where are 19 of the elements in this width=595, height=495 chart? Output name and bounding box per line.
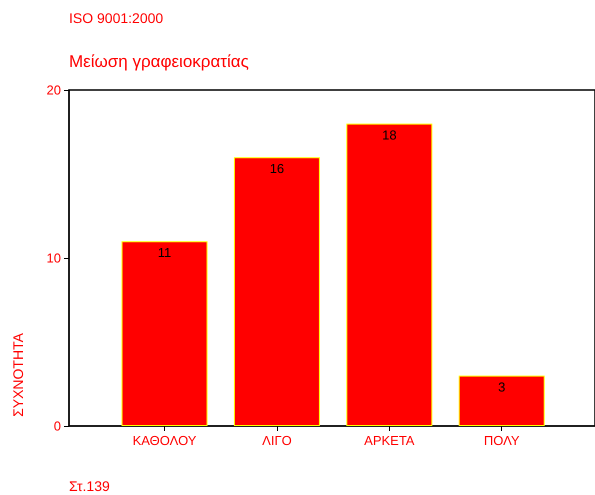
data-label: 3: [498, 380, 506, 395]
data-label: 18: [382, 128, 397, 143]
bar: [234, 157, 320, 426]
y-tick-label: 10: [46, 250, 61, 266]
text: Στ.139: [69, 478, 110, 494]
y-axis-title: ΣΥΧΝΟΤΗΤΑ: [10, 332, 26, 417]
y-tick-label: 0: [54, 418, 61, 434]
chart-subtitle: Μείωση γραφειοκρατίας: [69, 52, 249, 71]
bar: [458, 376, 545, 426]
chart-title: ISO 9001:2000: [69, 10, 164, 26]
data-label: 16: [270, 161, 284, 176]
y-tick-label: 20: [46, 82, 61, 98]
x-tick-label: ΑΡΚΕΤΑ: [364, 433, 415, 448]
x-tick-label: ΠΟΛΥ: [484, 433, 520, 448]
bar: [122, 241, 208, 426]
data-label: 11: [158, 245, 172, 260]
x-tick-label: ΛΙΓΟ: [262, 433, 292, 448]
x-tick-label: ΚΑΘΟΛΟΥ: [132, 433, 197, 448]
bar: [346, 124, 432, 426]
